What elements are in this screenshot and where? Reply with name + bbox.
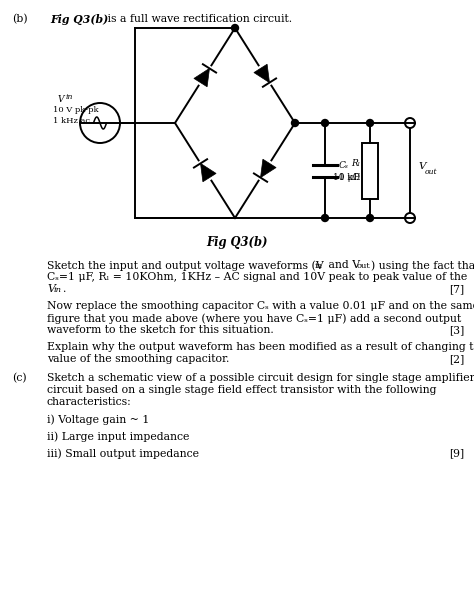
Text: Now replace the smoothing capacitor Cₛ with a value 0.01 μF and on the same: Now replace the smoothing capacitor Cₛ w… xyxy=(47,301,474,311)
Text: value of the smoothing capacitor.: value of the smoothing capacitor. xyxy=(47,354,229,364)
Polygon shape xyxy=(194,68,210,87)
Text: [2]: [2] xyxy=(449,354,464,364)
Text: waveform to the sketch for this situation.: waveform to the sketch for this situatio… xyxy=(47,325,274,335)
Text: 10 V pk-pk: 10 V pk-pk xyxy=(53,106,99,114)
Text: V: V xyxy=(418,162,426,171)
Bar xyxy=(362,143,378,198)
Text: [7]: [7] xyxy=(449,284,464,294)
Circle shape xyxy=(231,24,238,32)
Text: ii) Large input impedance: ii) Large input impedance xyxy=(47,431,190,442)
Text: Fig Q3(b): Fig Q3(b) xyxy=(50,14,108,25)
Circle shape xyxy=(366,120,374,126)
Text: Explain why the output waveform has been modified as a result of changing the: Explain why the output waveform has been… xyxy=(47,342,474,352)
Polygon shape xyxy=(254,64,270,82)
Text: 10 kΩ: 10 kΩ xyxy=(333,173,360,182)
Text: out: out xyxy=(425,168,438,176)
Text: (b): (b) xyxy=(12,14,27,24)
Circle shape xyxy=(292,120,299,126)
Text: characteristics:: characteristics: xyxy=(47,397,132,407)
Text: out: out xyxy=(357,262,371,270)
Circle shape xyxy=(321,120,328,126)
Text: Cₛ: Cₛ xyxy=(339,160,349,170)
Polygon shape xyxy=(201,163,216,182)
Text: Cₛ=1 μF, Rₗ = 10KOhm, 1KHz – AC signal and 10V peak to peak value of the: Cₛ=1 μF, Rₗ = 10KOhm, 1KHz – AC signal a… xyxy=(47,272,467,282)
Text: Sketch a schematic view of a possible circuit design for single stage amplifier: Sketch a schematic view of a possible ci… xyxy=(47,373,474,383)
Text: i) Voltage gain ~ 1: i) Voltage gain ~ 1 xyxy=(47,414,149,425)
Text: V: V xyxy=(58,95,64,104)
Text: .: . xyxy=(63,284,66,294)
Circle shape xyxy=(321,215,328,221)
Text: V: V xyxy=(47,284,55,294)
Text: [9]: [9] xyxy=(449,448,464,458)
Text: in: in xyxy=(315,262,323,270)
Text: iii) Small output impedance: iii) Small output impedance xyxy=(47,448,199,459)
Text: Fig Q3(b): Fig Q3(b) xyxy=(206,236,268,249)
Text: 1 μF: 1 μF xyxy=(339,173,360,182)
Text: and V: and V xyxy=(325,260,360,270)
Text: 1 kHz ac: 1 kHz ac xyxy=(53,117,90,125)
Text: in: in xyxy=(66,93,73,101)
Polygon shape xyxy=(261,159,276,178)
Text: figure that you made above (where you have Cₛ=1 μF) add a second output: figure that you made above (where you ha… xyxy=(47,313,461,323)
Text: is a full wave rectification circuit.: is a full wave rectification circuit. xyxy=(104,14,292,24)
Text: Sketch the input and output voltage waveforms (V: Sketch the input and output voltage wave… xyxy=(47,260,324,271)
Text: circuit based on a single stage field effect transistor with the following: circuit based on a single stage field ef… xyxy=(47,385,437,395)
Text: Rₗ: Rₗ xyxy=(351,159,360,168)
Text: ) using the fact that: ) using the fact that xyxy=(371,260,474,271)
Circle shape xyxy=(366,215,374,221)
Text: (c): (c) xyxy=(12,373,27,383)
Text: [3]: [3] xyxy=(449,325,464,335)
Text: in: in xyxy=(54,285,62,293)
